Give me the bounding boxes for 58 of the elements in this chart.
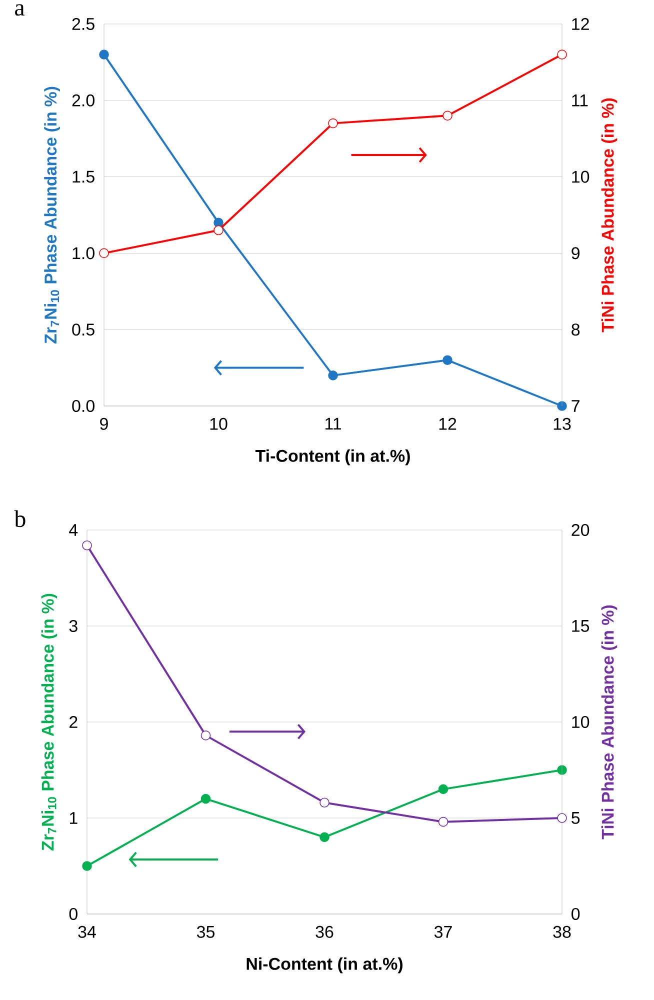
y-tick-label: 1: [70, 812, 78, 824]
y-tick-label: 2.5: [72, 18, 94, 30]
y2-axis-title: TiNi Phase Abundance (in %): [601, 605, 618, 840]
x-tick-label: 10: [210, 418, 228, 430]
x-tick-label: 12: [439, 418, 456, 430]
y2-tick-label: 7: [572, 400, 580, 412]
x-axis-title: Ti-Content (in at.%): [255, 449, 410, 466]
x-tick-label: 9: [100, 418, 108, 430]
y2-tick-label: 10: [572, 716, 590, 728]
y-tick-label: 1.5: [72, 170, 94, 183]
x-tick-label: 36: [316, 926, 334, 938]
y-tick-label: 2.0: [72, 94, 94, 106]
y2-tick-label: 10: [572, 170, 590, 183]
y2-tick-label: 11: [572, 94, 588, 106]
y-axis-title: Zr$_{7}$Ni$_{10}$ Phase Abundance (in %): [44, 86, 60, 344]
point: [200, 794, 211, 804]
y2-tick-label: 5: [572, 812, 580, 824]
point: [320, 832, 330, 842]
x-tick-label: 11: [325, 418, 341, 430]
x-axis-title: Ni-Content (in at.%): [246, 957, 402, 974]
y-tick-label: 4: [69, 524, 78, 536]
point: [438, 784, 448, 794]
y2-tick-label: 0: [572, 908, 580, 920]
point: [214, 225, 224, 236]
point: [82, 540, 92, 550]
x-tick-label: 38: [553, 926, 571, 938]
x-tick-label: 35: [196, 926, 214, 938]
y2-tick-label: 20: [572, 524, 590, 536]
y2-axis-title: TiNi Phase Abundance (in %): [601, 98, 618, 332]
y-tick-label: 1.0: [72, 247, 94, 260]
chart-title: a: [15, 4, 25, 16]
y-tick-label: 0.5: [72, 324, 94, 336]
y-tick-label: 0: [69, 908, 78, 920]
chart-title: b: [14, 510, 26, 528]
point: [99, 248, 109, 258]
y2-tick-label: 15: [572, 620, 590, 632]
point: [82, 861, 92, 871]
point: [557, 50, 567, 60]
point: [200, 730, 211, 740]
y-tick-label: 2: [70, 716, 78, 728]
point: [442, 110, 452, 121]
point: [442, 355, 452, 366]
y2-tick-label: 8: [572, 324, 580, 336]
point: [328, 118, 338, 128]
y-axis-title: Zr$_{7}$Ni$_{10}$ Phase Abundance (in %): [41, 594, 58, 850]
point: [557, 401, 567, 411]
point: [320, 798, 330, 808]
point: [328, 370, 338, 380]
point: [99, 50, 109, 60]
x-tick-label: 37: [434, 926, 452, 938]
y-tick-label: 0.0: [72, 400, 94, 412]
point: [557, 813, 567, 823]
y-tick-label: 3: [69, 620, 78, 632]
y2-tick-label: 9: [572, 247, 580, 260]
point: [438, 816, 448, 827]
x-tick-label: 13: [554, 418, 571, 430]
x-tick-label: 34: [78, 926, 96, 938]
y2-tick-label: 12: [572, 18, 589, 30]
